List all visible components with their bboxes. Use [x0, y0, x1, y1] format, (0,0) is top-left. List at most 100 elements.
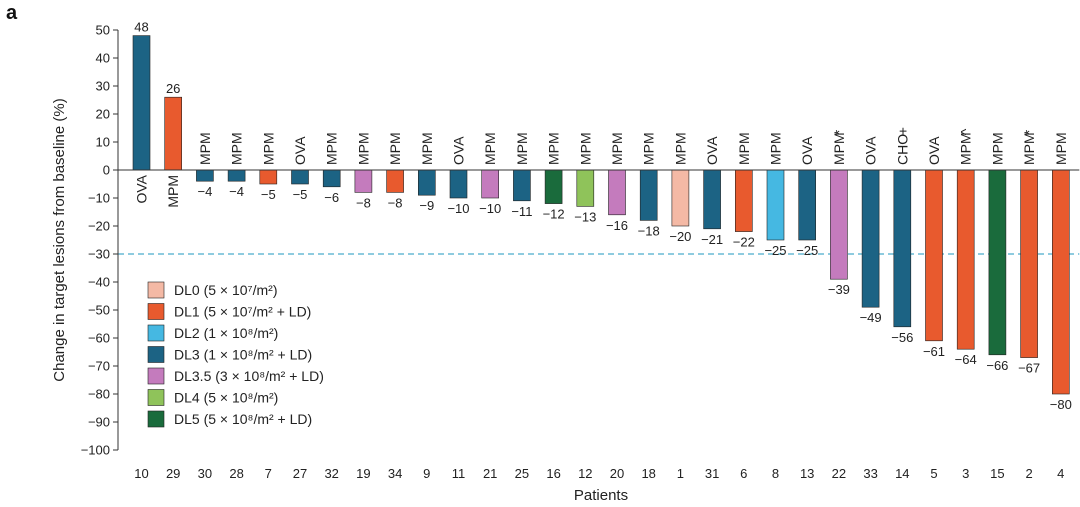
legend-swatch-DL4 [147, 389, 165, 406]
bar-patient-8 [766, 169, 785, 241]
value-label: −39 [828, 282, 850, 297]
y-tick-label: 30 [96, 79, 110, 94]
tumor-type-label: MPM [831, 132, 847, 165]
y-tick-label: 0 [103, 163, 110, 178]
bar-patient-1 [671, 169, 690, 227]
bar-patient-4 [1052, 169, 1070, 395]
tumor-type-label: MPM [958, 132, 974, 165]
tumor-type-label: MPM [546, 132, 562, 165]
tumor-type-label: CHO [894, 134, 910, 165]
legend-label-DL0: DL0 (5 × 10⁷/m²) [174, 282, 278, 298]
x-tick-label: 34 [388, 466, 402, 481]
bar-patient-30 [196, 169, 214, 182]
value-label: −61 [923, 344, 945, 359]
x-tick-label: 25 [515, 466, 529, 481]
bar-patient-11 [449, 169, 468, 199]
value-label: −25 [796, 243, 818, 258]
legend-label-DL1: DL1 (5 × 10⁷/m² + LD) [174, 304, 311, 320]
bar-patient-5 [925, 169, 943, 342]
value-label: −10 [447, 201, 469, 216]
value-label: −12 [543, 207, 565, 222]
tumor-type-label: MPM [641, 132, 657, 165]
x-tick-label: 2 [1025, 466, 1032, 481]
x-tick-label: 4 [1057, 466, 1064, 481]
legend-label-DL5: DL5 (5 × 10⁸/m² + LD) [174, 411, 312, 427]
value-label: −20 [669, 229, 691, 244]
legend-label-DL3.5: DL3.5 (3 × 10⁸/m² + LD) [174, 368, 324, 384]
x-tick-label: 10 [134, 466, 148, 481]
x-tick-label: 19 [356, 466, 370, 481]
tumor-type-label: OVA [704, 136, 720, 165]
tumor-type-label: OVA [292, 136, 308, 165]
bars-layer [132, 35, 1070, 395]
bar-patient-20 [608, 169, 626, 216]
bar-patient-28 [227, 169, 246, 182]
value-label: −5 [261, 187, 276, 202]
value-label: −80 [1050, 397, 1072, 412]
bar-patient-33 [861, 169, 880, 308]
legend-label-DL2: DL2 (1 × 10⁸/m²) [174, 325, 278, 341]
bar-patient-32 [322, 169, 341, 188]
legend: DL0 (5 × 10⁷/m²) DL1 (5 × 10⁷/m² + LD) DL2… [147, 281, 324, 428]
tumor-type-label: MPM [355, 132, 371, 165]
bar-patient-13 [798, 169, 817, 241]
x-tick-label: 20 [610, 466, 624, 481]
tumor-type-label: MPM [768, 132, 784, 165]
tumor-type-label: OVA [451, 136, 467, 165]
bar-labels-layer: 48OVA1026MPM29−4MPM30−4MPM28−5MPM7−5OVA2… [134, 20, 1072, 481]
value-label: −10 [479, 201, 501, 216]
bar-patient-9 [417, 169, 436, 196]
tumor-type-label: MPM [482, 132, 498, 165]
y-tick-label: 20 [96, 107, 110, 122]
tumor-type-label: MPM [229, 132, 245, 165]
x-tick-label: 27 [293, 466, 307, 481]
tumor-type-label: MPM [736, 132, 752, 165]
y-tick-label: −10 [88, 191, 110, 206]
tumor-type-label: MPM [577, 132, 593, 165]
x-tick-label: 15 [990, 466, 1004, 481]
tumor-type-label: MPM [324, 132, 340, 165]
y-tick-label: −100 [81, 443, 110, 458]
value-label: −13 [574, 209, 596, 224]
bar-patient-22 [830, 169, 848, 280]
y-tick-label: −30 [88, 247, 110, 262]
legend-swatch-DL3.5 [147, 367, 165, 385]
y-axis-title: Change in target lesions from baseline (… [51, 98, 68, 381]
bar-patient-29 [164, 96, 182, 171]
y-tick-label: 10 [96, 135, 110, 150]
value-label: −22 [733, 235, 755, 250]
bar-patient-15 [988, 169, 1007, 356]
y-tick-label: −20 [88, 219, 110, 234]
y-tick-label: −40 [88, 275, 110, 290]
bar-patient-21 [481, 169, 500, 199]
tumor-type-label: MPM [989, 132, 1005, 165]
bar-patient-34 [386, 169, 404, 193]
tumor-type-label: MPM [419, 132, 435, 165]
tumor-type-label: MPM [514, 132, 530, 165]
bar-patient-12 [576, 169, 595, 207]
x-tick-label: 5 [930, 466, 937, 481]
legend-swatch-DL1 [147, 303, 165, 320]
x-tick-label: 6 [740, 466, 747, 481]
y-tick-label: −70 [88, 359, 110, 374]
y-tick-label: −50 [88, 303, 110, 318]
x-tick-label: 33 [863, 466, 877, 481]
x-tick-label: 7 [265, 466, 272, 481]
x-tick-label: 11 [452, 466, 466, 481]
x-tick-label: 21 [483, 466, 497, 481]
x-tick-label: 30 [198, 466, 212, 481]
value-label: −11 [511, 204, 532, 219]
axes-layer: 50 40 30 20 10 0 −10 −20 −30 −40 −50 −60 −70 −80 −90 −1… [81, 23, 1080, 458]
legend-swatch-DL3 [147, 346, 165, 363]
legend-swatch-DL2 [147, 324, 165, 342]
value-label: 48 [134, 20, 148, 35]
tumor-type-label: OVA [134, 174, 150, 203]
value-label: −64 [955, 352, 977, 367]
x-tick-label: 16 [546, 466, 560, 481]
x-tick-label: 1 [677, 466, 684, 481]
tumor-type-label: MPM [672, 132, 688, 165]
x-tick-label: 29 [166, 466, 180, 481]
bar-patient-18 [639, 169, 658, 221]
bar-patient-19 [354, 169, 373, 193]
x-tick-label: 14 [895, 466, 909, 481]
